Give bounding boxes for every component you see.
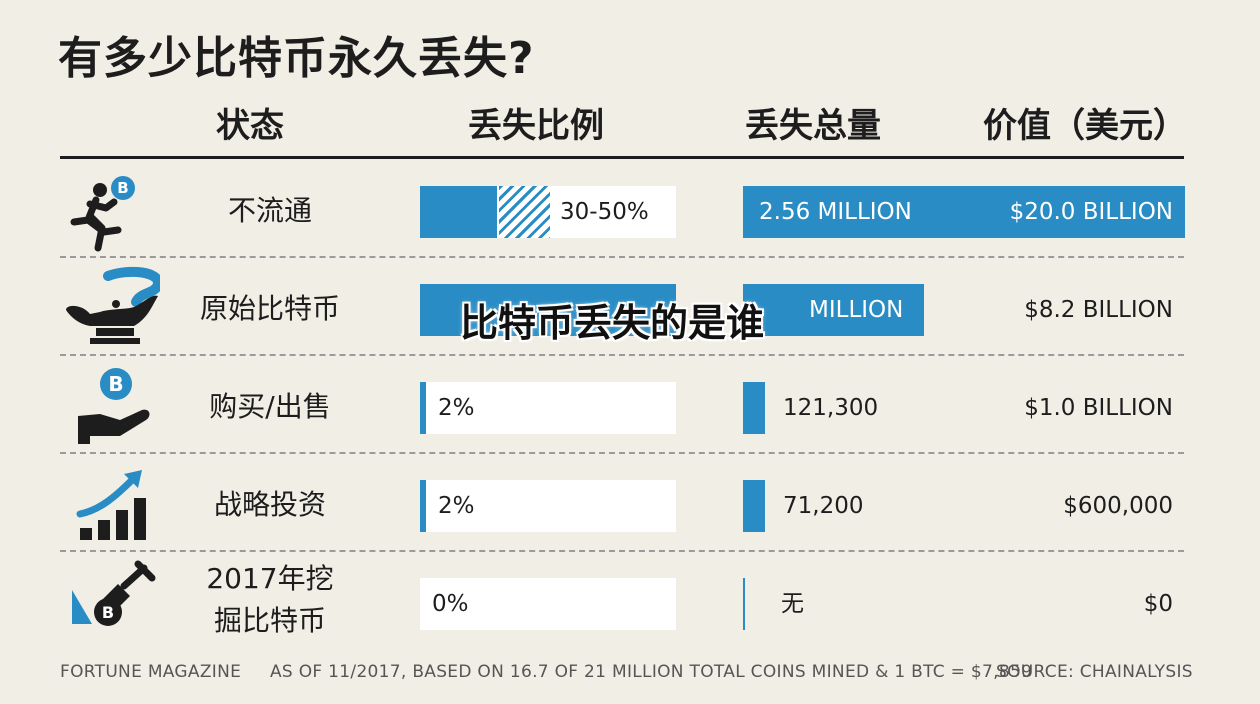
status-label: 2017年挖 掘比特币 xyxy=(170,558,370,642)
status-label: 购买/出售 xyxy=(170,386,370,428)
ratio-label: 30-50% xyxy=(560,199,649,225)
status-line: 购买/出售 xyxy=(209,390,331,423)
table-row: B 2017年挖 掘比特币 0% 无 $0 xyxy=(0,554,1260,652)
ratio-bar-track: 30-50% xyxy=(420,186,676,238)
ratio-bar-track: 2% xyxy=(420,382,676,434)
table-row: 原始比特币 MILLION $8.2 BILLION xyxy=(0,260,1260,358)
amount-label: MILLION xyxy=(809,297,904,323)
row-divider xyxy=(60,452,1184,454)
hand-bitcoin-icon: B xyxy=(60,364,160,450)
footer-source-magazine: FORTUNE MAGAZINE xyxy=(60,662,242,682)
shovel-bitcoin-icon: B xyxy=(60,560,160,646)
ratio-bar-track: 2% xyxy=(420,480,676,532)
header-value: 价值（美元） xyxy=(983,106,1187,146)
svg-text:B: B xyxy=(108,372,123,396)
header-status: 状态 xyxy=(216,106,284,146)
svg-text:B: B xyxy=(117,179,128,197)
status-line: 掘比特币 xyxy=(213,604,326,637)
amount-bar xyxy=(743,480,765,532)
ratio-bar-track: 0% xyxy=(420,578,676,630)
value-label: $8.2 BILLION xyxy=(1024,297,1173,323)
status-line: 战略投资 xyxy=(213,488,326,521)
status-line: 原始比特币 xyxy=(199,292,340,325)
table-row: B 不流通 30-50% 2.56 MILLION $20.0 BILLION xyxy=(0,162,1260,260)
ratio-bar xyxy=(420,382,426,434)
header-rule xyxy=(60,156,1184,159)
status-label: 原始比特币 xyxy=(170,288,370,330)
row-divider xyxy=(60,256,1184,258)
ratio-label: 2% xyxy=(438,493,475,519)
table-row: B 购买/出售 2% 121,300 $1.0 BILLION xyxy=(0,358,1260,456)
overlay-caption: 比特币丢失的是谁 xyxy=(460,301,765,345)
footer-note: AS OF 11/2017, BASED ON 16.7 OF 21 MILLI… xyxy=(270,662,1033,682)
amount-label: 2.56 MILLION xyxy=(759,199,912,225)
amount-bar xyxy=(743,186,1185,238)
genie-lamp-icon xyxy=(60,266,163,352)
ratio-bar xyxy=(420,186,497,238)
value-label: $600,000 xyxy=(1063,493,1173,519)
row-divider xyxy=(60,550,1184,552)
value-label: $0 xyxy=(1143,591,1173,617)
amount-bar xyxy=(743,578,745,630)
header-total: 丢失总量 xyxy=(745,106,881,146)
header-ratio: 丢失比例 xyxy=(468,106,604,146)
table-row: 战略投资 2% 71,200 $600,000 xyxy=(0,456,1260,554)
ratio-bar xyxy=(420,480,426,532)
growth-chart-icon xyxy=(60,462,160,548)
footer-source: SOURCE: CHAINALYSIS xyxy=(996,662,1193,682)
value-label: $20.0 BILLION xyxy=(1009,199,1173,225)
row-divider xyxy=(60,354,1184,356)
chart-title: 有多少比特币永久丢失? xyxy=(58,33,535,84)
ratio-label: 0% xyxy=(432,591,469,617)
ratio-label: 2% xyxy=(438,395,475,421)
ratio-bar xyxy=(420,284,676,336)
status-line: 2017年挖 xyxy=(206,562,334,595)
ratio-bar-track xyxy=(420,284,676,336)
status-label: 不流通 xyxy=(170,190,370,232)
amount-bar xyxy=(743,382,765,434)
running-person-bitcoin-icon: B xyxy=(60,168,160,254)
amount-label: 121,300 xyxy=(783,395,879,421)
amount-bar xyxy=(743,284,924,336)
status-label: 战略投资 xyxy=(170,484,370,526)
status-line: 不流通 xyxy=(227,194,312,227)
svg-text:B: B xyxy=(102,603,114,622)
amount-label: 无 xyxy=(781,591,804,617)
value-label: $1.0 BILLION xyxy=(1024,395,1173,421)
ratio-range-bar xyxy=(499,186,550,238)
amount-label: 71,200 xyxy=(783,493,864,519)
